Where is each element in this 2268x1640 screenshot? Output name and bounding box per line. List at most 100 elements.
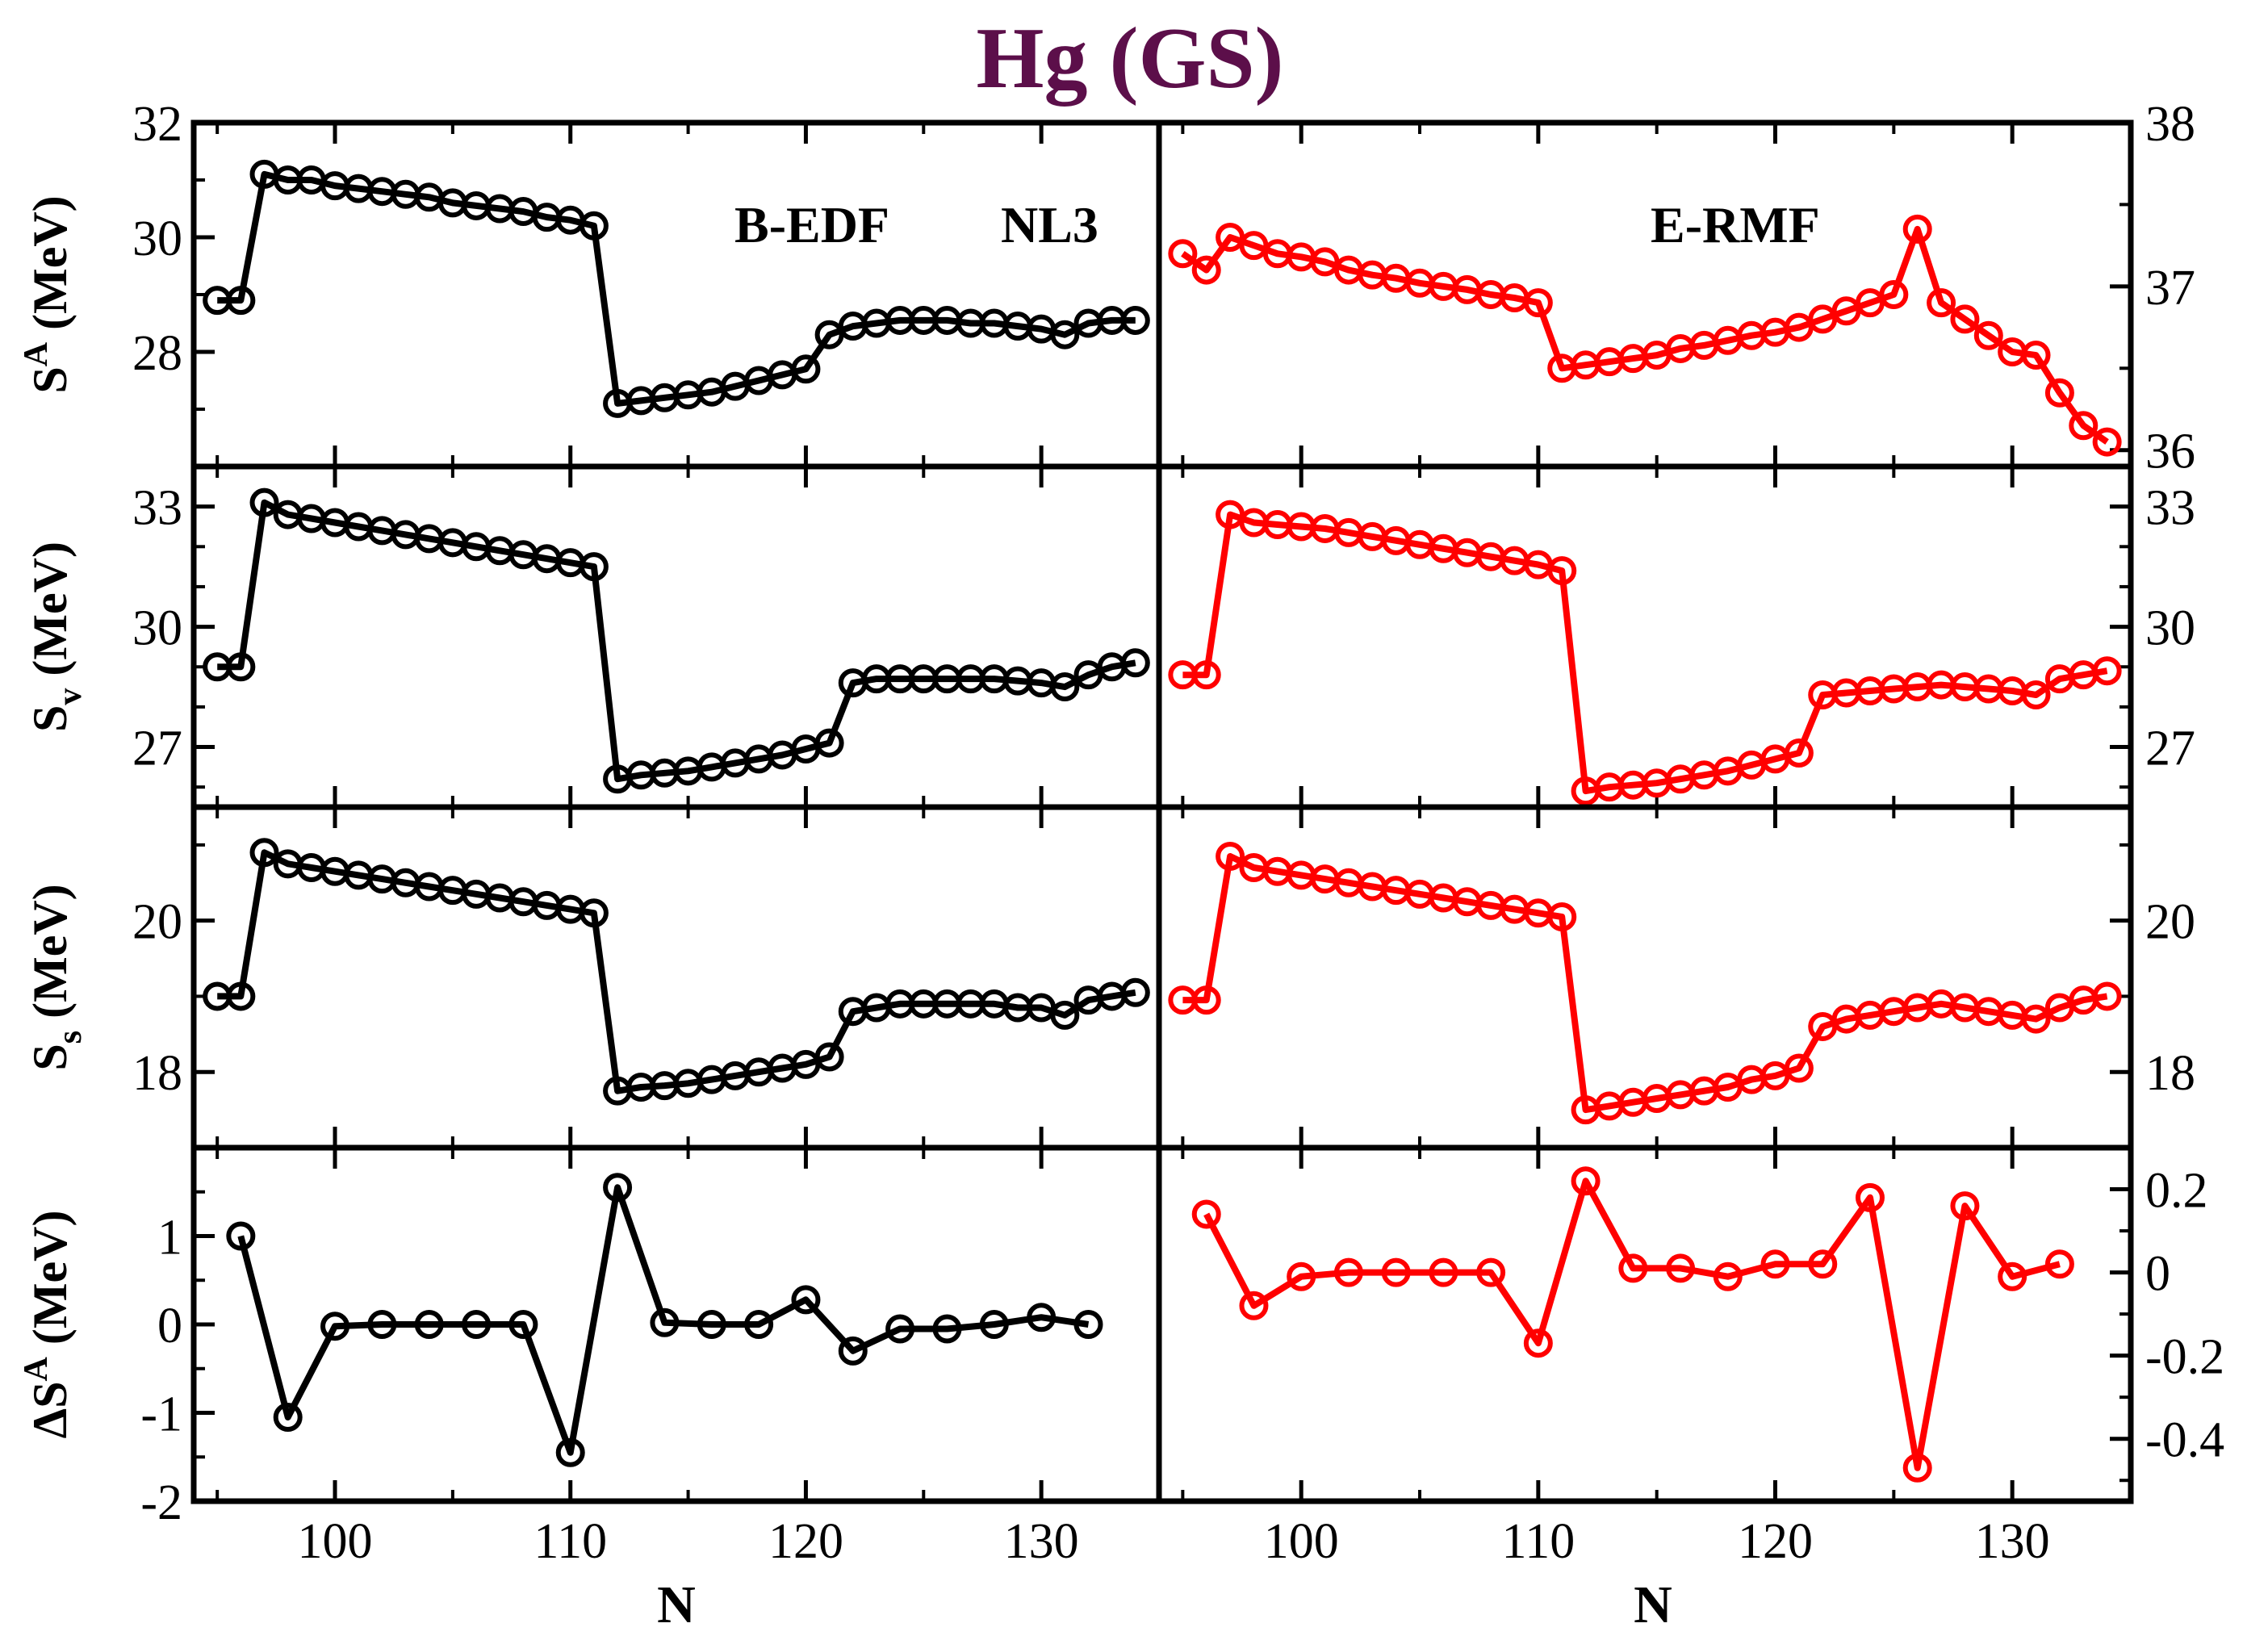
data-point (838, 1336, 868, 1366)
y-tick-label: -2 (140, 1475, 182, 1530)
data-point (932, 1314, 962, 1344)
data-point (1120, 977, 1150, 1007)
data-point (226, 1221, 256, 1251)
data-point (1476, 1257, 1506, 1287)
data-point (249, 838, 279, 868)
x-tick-label: 110 (534, 1514, 607, 1569)
data-point (791, 354, 821, 384)
series-line-dSA-left (237, 1184, 1090, 1456)
data-point (1429, 1257, 1458, 1287)
y-tick-label: 1 (157, 1211, 182, 1266)
data-point (579, 552, 609, 582)
data-point (273, 1402, 303, 1432)
data-point (1950, 304, 1980, 334)
data-point (1998, 1261, 2027, 1291)
data-point (1571, 1166, 1601, 1196)
y-axis-label-subscript: v (52, 688, 89, 705)
y-axis-label-main: S (23, 705, 77, 732)
data-point (1381, 1257, 1411, 1287)
y-axis-label-main: S (23, 366, 77, 393)
y-tick-label: 27 (132, 722, 182, 776)
data-point (2021, 341, 2051, 370)
data-point (462, 1310, 492, 1339)
data-point (1784, 1053, 1814, 1083)
y-tick-label: -0.2 (2145, 1330, 2224, 1385)
data-point (1216, 841, 1245, 871)
data-point (414, 1310, 444, 1339)
y-tick-label: -0.4 (2145, 1413, 2224, 1468)
data-point (1050, 672, 1080, 702)
y-tick-label: 33 (2145, 481, 2195, 536)
data-point (885, 1314, 915, 1344)
y-tick-label: 33 (132, 481, 182, 536)
figure-title: Hg (GS) (976, 10, 1283, 107)
x-tick-label: 100 (1264, 1514, 1339, 1569)
data-point (1618, 1253, 1648, 1283)
data-point (1191, 255, 1221, 285)
data-point (1973, 320, 2003, 350)
data-point (1120, 305, 1150, 335)
data-point (1879, 280, 1909, 309)
data-point (744, 1310, 774, 1339)
data-point (2044, 378, 2074, 408)
data-point (508, 1310, 538, 1339)
y-tick-label: 0 (2145, 1247, 2170, 1302)
data-point (555, 1437, 585, 1467)
series-line-SA-right (1181, 225, 2109, 445)
data-point (603, 1173, 633, 1203)
y-tick-label: 27 (2145, 722, 2195, 776)
panel-frame (1156, 119, 2134, 470)
data-point (1333, 1257, 1363, 1287)
x-tick-label: 110 (1502, 1514, 1575, 1569)
data-point (1902, 214, 1932, 244)
y-axis-label-SA: SA (MeV) (18, 195, 77, 393)
y-tick-label: 37 (2145, 261, 2195, 316)
data-point (2044, 1249, 2074, 1279)
data-point (1902, 1453, 1932, 1483)
y-tick-label: 0.2 (2145, 1164, 2208, 1219)
series-line-Ss-right (1182, 853, 2108, 1114)
panel-Sv-left: 27 30 33 (132, 463, 1162, 810)
x-tick-label: 120 (1738, 1514, 1813, 1569)
data-point (791, 1285, 821, 1315)
panel-Sv-right: 27 30 33 (1156, 463, 2195, 810)
data-point (1191, 660, 1221, 690)
y-tick-label: 18 (2145, 1046, 2195, 1101)
data-point (1927, 288, 1956, 318)
data-point (1120, 648, 1150, 678)
y-axis-label-Ss: Ss (MeV) (23, 884, 89, 1070)
data-point (1666, 1253, 1696, 1283)
panel-SA-right: 36 37 38 (1156, 97, 2195, 479)
y-tick-label: 20 (2145, 895, 2195, 950)
data-point (1287, 1261, 1316, 1291)
y-tick-label: 28 (132, 326, 182, 381)
panel-dSA-right: -0.4 -0.2 0 0.2 100 110 120 130 (1156, 1144, 2224, 1569)
data-point (320, 1312, 350, 1341)
y-tick-label: 38 (2145, 97, 2195, 152)
y-tick-label: 30 (2145, 601, 2195, 656)
data-point (1191, 985, 1221, 1015)
data-point (1191, 1199, 1221, 1229)
panel-frame (190, 463, 1162, 810)
data-point (579, 211, 609, 241)
y-tick-label: -1 (140, 1387, 182, 1442)
x-axis-label-right: N (1634, 1575, 1672, 1634)
y-tick-label: 20 (132, 895, 182, 950)
data-point (226, 652, 256, 682)
data-point (2092, 656, 2122, 686)
x-tick-label: 120 (768, 1514, 843, 1569)
data-point (1523, 1328, 1553, 1358)
data-point (226, 286, 256, 316)
series-line-Sv-left (217, 499, 1136, 783)
data-point (2021, 1004, 2051, 1034)
data-point (1950, 1191, 1980, 1221)
y-axis-label-unit: (MeV) (23, 1211, 77, 1358)
data-point (979, 1310, 1009, 1339)
panel-SA-left: 28 30 32 (132, 97, 1162, 470)
data-point (579, 898, 609, 928)
data-point (1784, 738, 1814, 768)
data-point (367, 1310, 397, 1339)
y-tick-label: 30 (132, 211, 182, 266)
y-axis-label-dSA: ΔSA (MeV) (18, 1211, 77, 1439)
